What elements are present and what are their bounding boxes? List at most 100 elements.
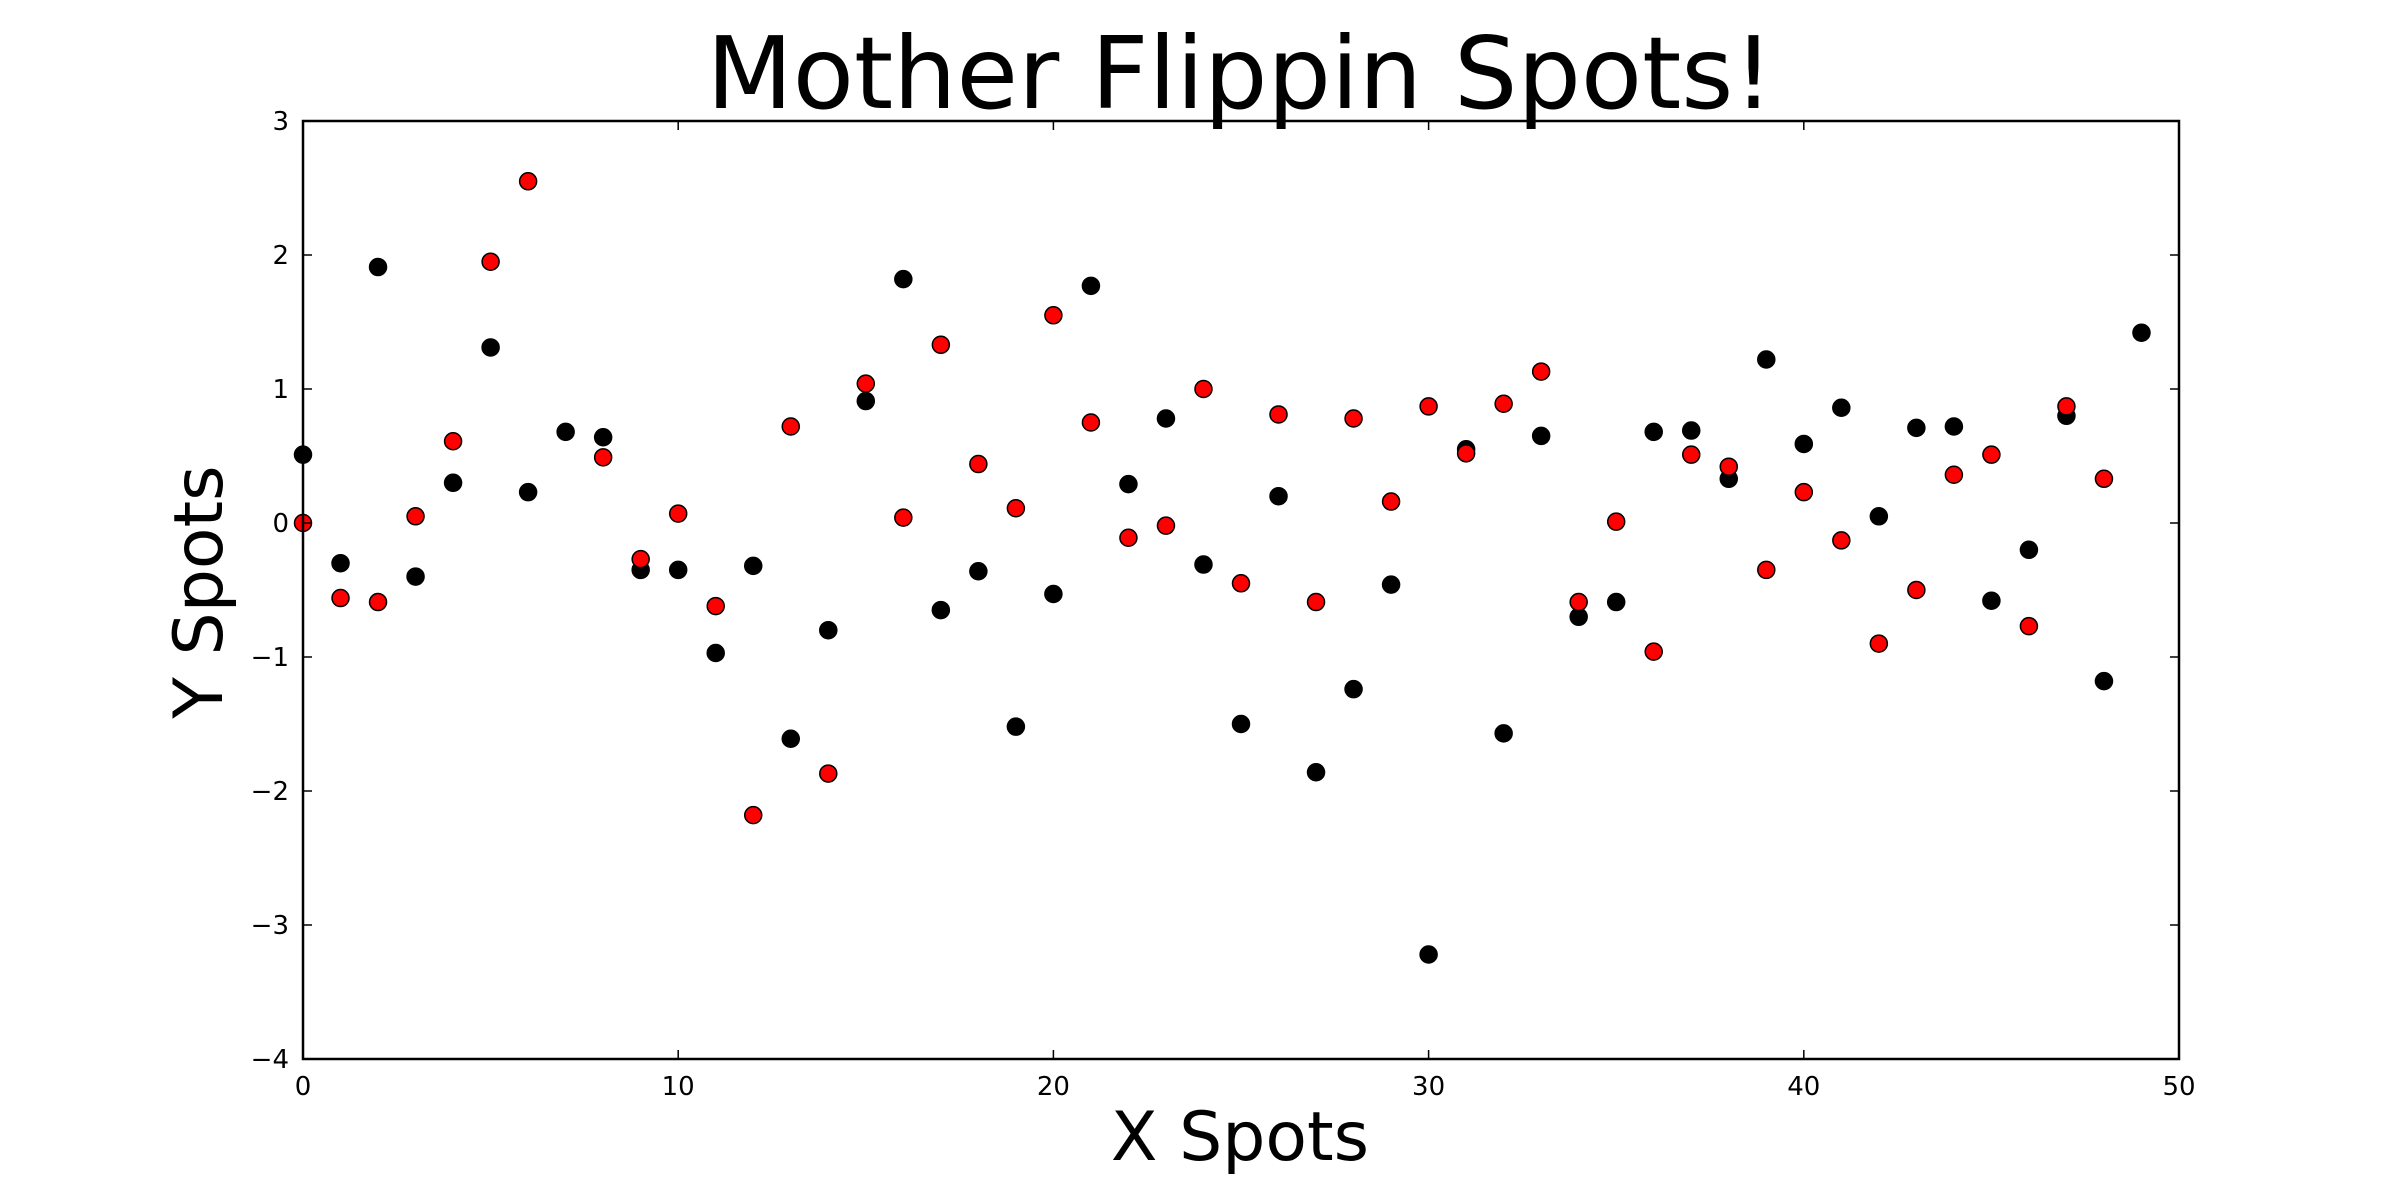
series-1-point [668, 504, 688, 523]
series-1-point [894, 508, 913, 527]
series-1-point [1344, 409, 1363, 428]
series-1-point [1757, 560, 1776, 580]
series-0-point [1606, 592, 1626, 612]
series-0-point [1269, 486, 1288, 506]
x-tick-label: 50 [2162, 1072, 2195, 1102]
series-0-point [2094, 671, 2114, 691]
series-0-point [481, 338, 500, 357]
series-0-point [1531, 426, 1551, 446]
series-0-point [1494, 724, 1513, 743]
x-axis-label: X Spots [1111, 1098, 1369, 1177]
series-1-point [1119, 528, 1138, 547]
series-1-point [331, 588, 350, 608]
series-0-point [1869, 507, 1889, 526]
series-0-point [331, 553, 350, 573]
series-0-point [1982, 591, 2001, 610]
series-0-point [1306, 762, 1326, 782]
series-1-point [406, 507, 425, 526]
series-1-point [1456, 444, 1476, 463]
series-1-point [1531, 362, 1551, 381]
y-tick-label: 3 [272, 107, 289, 137]
chart-title: Mother Flippin Spots! [707, 15, 1774, 132]
series-0-point [1681, 421, 1701, 440]
y-tick-label: 2 [272, 241, 289, 271]
series-0-point [518, 482, 538, 502]
series-1-point [856, 374, 876, 393]
x-tick-label: 40 [1787, 1072, 1820, 1102]
series-0-point [1344, 679, 1363, 699]
series-0-point [819, 620, 838, 640]
y-tick-label: −4 [251, 1045, 289, 1075]
x-tick-label: 10 [662, 1072, 695, 1102]
series-0-point [781, 729, 801, 748]
series-1-point [1794, 482, 1814, 502]
series-0-point [1044, 584, 1063, 604]
series-0-point [368, 257, 388, 277]
series-0-point [1119, 474, 1138, 494]
series-1-point [1832, 531, 1851, 550]
series-1-point [1606, 512, 1626, 531]
series-1-point [781, 417, 801, 436]
series-0-point [1757, 350, 1776, 369]
series-0-point [1794, 434, 1814, 454]
series-0-point [894, 269, 913, 289]
series-1-point [1231, 574, 1251, 593]
series-1-point [1044, 306, 1063, 325]
y-tick-label: 1 [272, 375, 289, 405]
series-1-point [2094, 469, 2114, 489]
series-0-point [1832, 398, 1851, 418]
series-0-point [2132, 323, 2151, 342]
series-1-point [1156, 516, 1176, 535]
y-tick-label: −2 [251, 777, 289, 807]
x-tick-label: 30 [1412, 1072, 1445, 1102]
series-0-point [1231, 714, 1251, 734]
series-1-point [1982, 445, 2001, 464]
data-points [293, 172, 2151, 964]
series-1-point [1907, 580, 1926, 600]
series-1-point [1006, 499, 1026, 518]
series-1-point [1944, 465, 1964, 485]
series-1-point [593, 448, 613, 467]
y-tick-label: −1 [251, 643, 289, 673]
series-1-point [2019, 616, 2039, 636]
series-1-point [443, 432, 463, 451]
series-1-point [931, 335, 951, 355]
series-0-point [1006, 717, 1026, 736]
series-0-point [556, 422, 575, 442]
series-1-point [1644, 642, 1663, 661]
x-tick-label: 20 [1037, 1072, 1070, 1102]
series-1-point [1269, 405, 1288, 424]
series-1-point [706, 596, 725, 616]
series-1-point [481, 252, 500, 271]
series-0-point [743, 556, 763, 576]
series-0-point [1419, 945, 1438, 964]
series-1-point [1194, 379, 1213, 399]
series-0-point [969, 561, 988, 581]
y-tick-label: −3 [251, 911, 289, 941]
series-1-point [743, 805, 763, 825]
series-1-point [1719, 457, 1739, 476]
series-0-point [931, 600, 951, 620]
series-0-point [706, 643, 725, 663]
series-0-point [1381, 575, 1401, 594]
series-0-point [2019, 540, 2039, 560]
series-1-point [518, 172, 538, 191]
plot-frame [301, 119, 2181, 1061]
series-0-point [1194, 555, 1213, 574]
x-tick-label: 0 [295, 1072, 312, 1102]
series-1-point [819, 764, 838, 783]
series-0-point [1156, 409, 1176, 428]
series-0-point [1644, 422, 1663, 442]
series-1-point [368, 592, 388, 612]
series-1-point [2057, 397, 2076, 416]
series-0-point [1907, 418, 1926, 438]
series-1-point [1419, 397, 1438, 416]
series-0-point [668, 560, 688, 580]
series-0-point [856, 391, 876, 411]
series-0-point [593, 427, 613, 447]
series-1-point [1681, 445, 1701, 464]
series-1-point [1494, 394, 1513, 413]
series-1-point [1081, 413, 1101, 432]
